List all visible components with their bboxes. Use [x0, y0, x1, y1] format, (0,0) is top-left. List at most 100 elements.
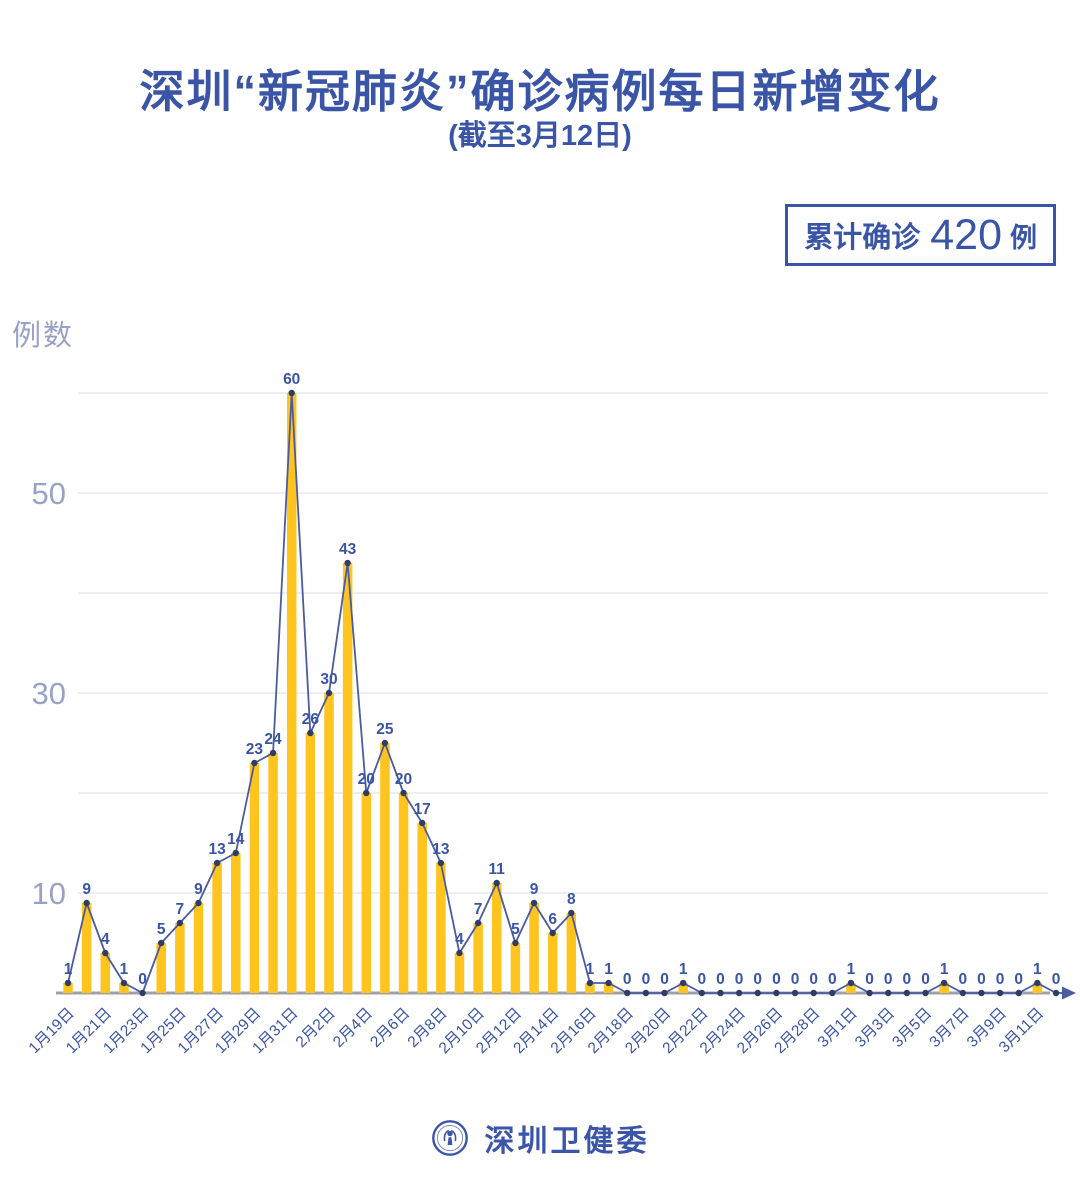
data-label: 9 — [82, 881, 91, 898]
bar — [566, 913, 577, 993]
data-label: 8 — [567, 891, 576, 908]
bar — [454, 953, 465, 993]
data-label: 0 — [1014, 971, 1023, 988]
data-point — [847, 979, 855, 987]
data-label: 4 — [455, 931, 464, 948]
data-label: 14 — [227, 831, 245, 848]
bar — [380, 743, 390, 993]
data-point — [885, 989, 892, 997]
data-label: 60 — [283, 371, 300, 388]
data-point — [158, 939, 165, 947]
data-point — [288, 389, 295, 397]
data-label: 13 — [209, 841, 227, 858]
data-label: 6 — [548, 911, 557, 928]
data-point — [120, 979, 128, 987]
bar — [510, 943, 521, 993]
data-label: 13 — [432, 841, 450, 858]
data-label: 0 — [753, 971, 762, 988]
bar — [100, 953, 111, 993]
data-point — [586, 979, 594, 987]
data-label: 24 — [264, 731, 282, 748]
data-label: 0 — [660, 971, 669, 988]
cumulative-cases-badge: 累计确诊 420 例 — [785, 204, 1056, 266]
bar — [603, 983, 614, 993]
badge-count: 420 — [930, 210, 1002, 259]
data-label: 0 — [921, 971, 930, 988]
data-label: 0 — [791, 971, 800, 988]
data-point — [102, 949, 109, 957]
axis-arrow-icon — [1062, 986, 1076, 1000]
data-point — [624, 989, 631, 997]
data-point — [810, 989, 817, 997]
bar — [305, 733, 316, 993]
data-label: 5 — [157, 921, 166, 938]
data-point — [717, 989, 724, 997]
data-point — [307, 729, 314, 737]
data-label: 0 — [958, 971, 967, 988]
bar — [547, 933, 558, 993]
data-point — [344, 559, 351, 567]
data-label: 25 — [376, 721, 394, 738]
data-point — [1015, 989, 1022, 997]
bar — [492, 883, 502, 993]
data-point — [213, 859, 221, 867]
data-label: 17 — [414, 801, 431, 818]
data-point — [325, 689, 333, 697]
data-label: 0 — [697, 971, 706, 988]
data-label: 4 — [101, 931, 110, 948]
y-tick-label: 10 — [32, 876, 66, 911]
data-label: 0 — [716, 971, 725, 988]
x-tick-label: 2月2日 — [293, 1005, 339, 1051]
data-point — [754, 989, 761, 997]
data-label: 23 — [246, 741, 264, 758]
data-label: 0 — [865, 971, 874, 988]
data-point — [418, 819, 426, 827]
bar — [81, 903, 92, 993]
bar — [529, 903, 539, 993]
x-tick-label: 3月7日 — [926, 1005, 972, 1051]
data-label: 1 — [679, 961, 688, 978]
data-point — [456, 949, 463, 957]
data-point — [922, 989, 929, 997]
data-label: 0 — [903, 971, 912, 988]
data-point — [791, 989, 799, 997]
data-point — [251, 759, 258, 767]
bar — [417, 823, 427, 993]
data-label: 1 — [120, 961, 129, 978]
data-label: 9 — [194, 881, 203, 898]
data-label: 1 — [847, 961, 856, 978]
bar — [268, 753, 278, 993]
bar — [342, 563, 353, 993]
page-title: 深圳“新冠肺炎”确诊病例每日新增变化 — [139, 66, 941, 117]
data-point — [400, 789, 407, 797]
bar — [473, 923, 483, 993]
y-tick-label: 50 — [32, 476, 66, 511]
x-tick-label: 3月5日 — [889, 1005, 935, 1051]
data-point — [735, 989, 743, 997]
data-point — [661, 989, 668, 997]
data-label: 30 — [320, 671, 337, 688]
data-point — [698, 989, 706, 997]
y-axis-title: 例数 — [12, 320, 75, 352]
data-label: 0 — [642, 971, 651, 988]
footer-org-name: 深圳卫健委 — [484, 1125, 650, 1158]
data-point — [381, 739, 389, 747]
data-label: 26 — [302, 711, 320, 728]
data-label: 0 — [809, 971, 818, 988]
data-label: 1 — [1033, 961, 1042, 978]
data-label: 0 — [772, 971, 781, 988]
data-label: 0 — [884, 971, 893, 988]
bar — [846, 983, 856, 993]
shenzhen-health-commission-logo-icon — [431, 1120, 468, 1156]
bar — [193, 903, 204, 993]
data-label: 43 — [339, 541, 357, 558]
bar — [398, 793, 409, 993]
data-point — [642, 989, 650, 997]
bar — [156, 943, 166, 993]
bar — [361, 793, 372, 993]
bar — [436, 863, 446, 993]
data-point — [64, 979, 72, 987]
data-label: 1 — [64, 961, 73, 978]
data-point — [363, 789, 370, 797]
data-point — [232, 849, 239, 857]
